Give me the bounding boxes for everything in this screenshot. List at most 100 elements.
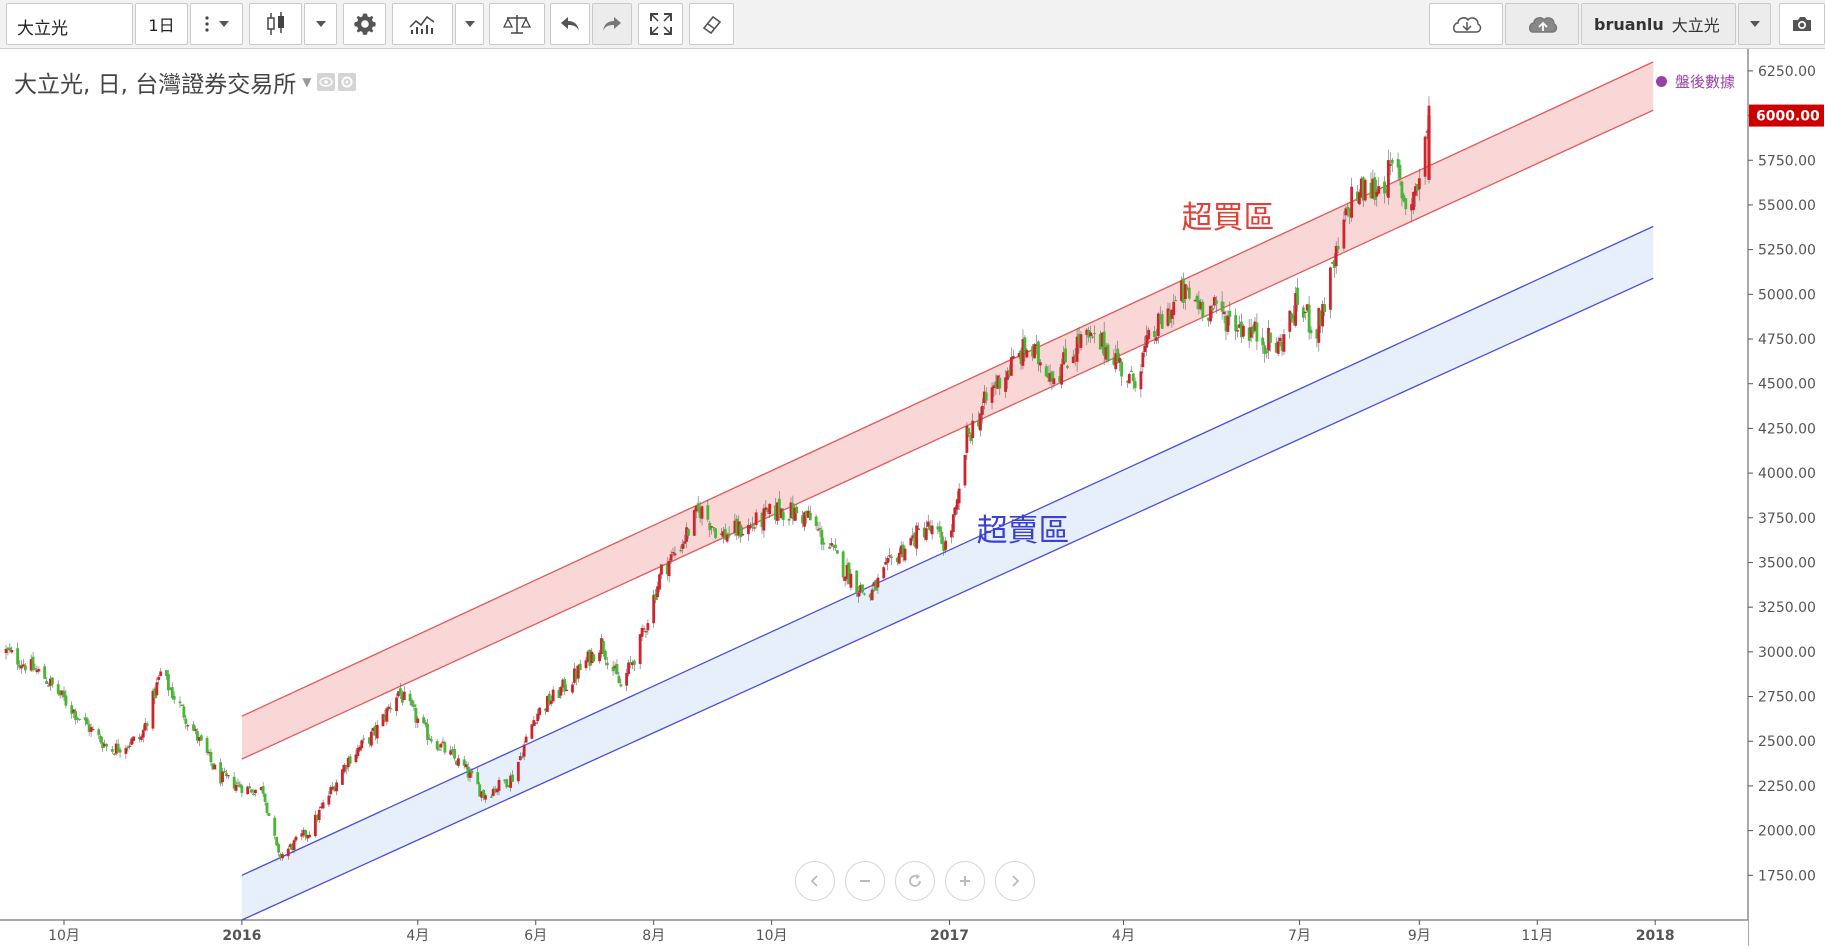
candle: [478, 784, 482, 797]
candle: [665, 563, 669, 575]
candle: [346, 757, 350, 768]
time-tick-label: 11月: [1521, 928, 1553, 944]
indicators-menu-button[interactable]: [455, 3, 484, 45]
candle: [1309, 329, 1313, 334]
candle: [602, 640, 605, 654]
candle: [518, 756, 522, 761]
redo-button[interactable]: [592, 3, 632, 45]
candle: [801, 515, 804, 524]
candle: [300, 833, 304, 837]
candle: [261, 786, 265, 794]
candle: [692, 510, 696, 536]
candle: [944, 540, 948, 550]
candle: [532, 720, 536, 726]
save-layout-button[interactable]: [1505, 3, 1579, 45]
indicators-button[interactable]: [392, 3, 453, 45]
candle: [1145, 335, 1149, 348]
candle: [586, 651, 590, 662]
after-hours-legend: 盤後數據: [1655, 71, 1735, 92]
time-tick-label: 2016: [222, 928, 261, 944]
candle: [1236, 330, 1239, 332]
candle: [1359, 178, 1363, 197]
zoom-out-button[interactable]: [845, 861, 885, 901]
user-layout-button[interactable]: bruanlu 大立光: [1581, 3, 1736, 45]
candle: [412, 704, 416, 707]
candle: [822, 542, 826, 545]
redo-icon: [603, 17, 621, 31]
symbol-search-input[interactable]: 大立光: [6, 3, 133, 45]
oversold-upper-line[interactable]: [241, 225, 1654, 876]
candle: [571, 684, 574, 693]
interval-menu-button[interactable]: [190, 3, 243, 45]
candle: [172, 695, 176, 700]
candle: [101, 742, 105, 749]
price-tick-label: 2000.00: [1758, 824, 1816, 840]
candle: [381, 714, 385, 727]
overbought-upper-line[interactable]: [241, 61, 1654, 717]
oversold-lower-line[interactable]: [241, 277, 1654, 921]
settings-button[interactable]: [343, 3, 386, 45]
overbought-lower-line[interactable]: [241, 109, 1654, 760]
candle: [1350, 186, 1354, 218]
candle: [1363, 179, 1367, 201]
candle: [977, 420, 980, 427]
candle: [292, 840, 296, 851]
candle: [267, 813, 271, 816]
reset-button[interactable]: [895, 861, 935, 901]
caret-down-icon[interactable]: ▼: [302, 75, 312, 89]
candle: [1098, 334, 1102, 350]
chart-style-menu-button[interactable]: [304, 3, 337, 45]
chart-area[interactable]: 1750.00 2000.00 2250.00 2500.00 2750.00 3000.…: [0, 49, 1825, 949]
fullscreen-button[interactable]: [638, 3, 683, 45]
undo-button[interactable]: [550, 3, 590, 45]
candle: [1008, 369, 1011, 375]
time-tick-label: 2018: [1636, 928, 1675, 944]
time-axis[interactable]: [0, 920, 1748, 949]
zoom-in-button[interactable]: [945, 861, 985, 901]
candle: [979, 413, 982, 431]
candle: [629, 662, 632, 664]
price-axis[interactable]: [1748, 49, 1825, 920]
eye-icon[interactable]: [317, 73, 336, 91]
undo-icon: [561, 17, 579, 31]
candle: [857, 592, 861, 597]
candle: [116, 743, 120, 752]
candle: [1261, 337, 1265, 346]
candle: [849, 573, 853, 588]
eraser-button[interactable]: [689, 3, 734, 45]
candle: [1125, 381, 1129, 383]
candle: [29, 659, 33, 671]
time-tick-label: 7月: [1288, 928, 1311, 944]
candle: [263, 793, 267, 802]
candle: [462, 759, 466, 766]
candle: [791, 503, 795, 520]
candle: [654, 593, 658, 601]
candle: [167, 674, 170, 691]
candle: [451, 749, 455, 752]
candle: [424, 722, 427, 725]
candle: [884, 562, 888, 565]
interval-button[interactable]: 1日: [135, 3, 188, 45]
chart-canvas[interactable]: 1750.00 2000.00 2250.00 2500.00 2750.00 3000.…: [0, 49, 1825, 949]
candle: [1079, 334, 1083, 348]
candle: [511, 774, 514, 782]
candle: [1075, 336, 1079, 362]
scroll-right-button[interactable]: [995, 861, 1035, 901]
candle: [835, 550, 839, 554]
candle: [774, 505, 777, 520]
candle: [114, 743, 118, 754]
user-menu-button[interactable]: [1738, 3, 1771, 45]
candle: [457, 758, 460, 766]
candle: [252, 793, 255, 796]
candle: [410, 700, 414, 706]
chart-style-button[interactable]: [249, 3, 302, 45]
candle: [139, 736, 143, 740]
load-layout-button[interactable]: [1429, 3, 1503, 45]
candle: [723, 528, 727, 540]
settings-small-icon[interactable]: [338, 73, 357, 91]
snapshot-button[interactable]: [1779, 3, 1825, 45]
compare-button[interactable]: [489, 3, 545, 45]
candle: [1050, 371, 1054, 382]
candle: [631, 662, 634, 666]
scroll-left-button[interactable]: [795, 861, 835, 901]
